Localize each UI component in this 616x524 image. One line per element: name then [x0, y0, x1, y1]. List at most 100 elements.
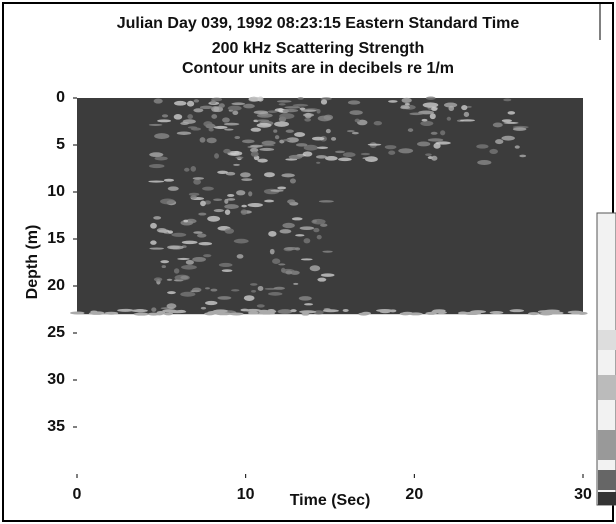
scatter-patch	[198, 242, 213, 246]
scatter-patch	[181, 240, 198, 245]
bottom-patch	[379, 310, 391, 314]
scatter-patch	[313, 227, 320, 233]
scatter-patch	[251, 289, 257, 293]
scatter-patch	[440, 130, 446, 136]
scatter-patch	[231, 289, 240, 292]
scatter-patch	[320, 273, 335, 277]
scatter-patch	[210, 288, 218, 292]
scatter-patch	[225, 171, 236, 176]
scatter-patch	[192, 287, 202, 293]
bottom-patch	[176, 309, 186, 313]
scatter-patch	[177, 257, 190, 260]
scatter-patch	[311, 136, 325, 141]
bottom-patch	[290, 309, 297, 313]
scatter-patch	[427, 138, 444, 142]
scatter-patch	[200, 200, 206, 207]
scatter-patch	[294, 132, 306, 137]
scatter-patch	[284, 246, 299, 251]
scatter-patch	[231, 102, 246, 106]
scatter-patch	[316, 234, 322, 240]
scatter-patch	[274, 121, 290, 127]
scatter-patch	[501, 135, 515, 141]
scatter-patch	[492, 122, 503, 128]
scatter-patch	[234, 135, 241, 140]
scatter-patch	[334, 150, 346, 154]
bottom-patch	[509, 309, 525, 313]
scatter-patch	[176, 131, 192, 135]
scatter-patch	[273, 286, 286, 290]
scatter-patch	[210, 100, 216, 105]
scatter-patch	[211, 114, 218, 119]
scatter-patch	[278, 263, 286, 266]
y-tick-label: 10	[47, 183, 65, 200]
scatter-patch	[373, 120, 382, 126]
scatter-patch	[150, 240, 157, 245]
scatter-patch	[153, 216, 162, 220]
scatter-patch	[459, 119, 476, 122]
scatter-patch	[240, 172, 251, 178]
scatter-patch	[342, 152, 356, 158]
scatter-patch	[297, 97, 304, 100]
scatter-patch	[316, 161, 321, 164]
scatter-patch	[167, 186, 179, 191]
scatter-patch	[309, 265, 321, 272]
scatter-patch	[186, 100, 195, 107]
scatter-patch	[430, 131, 438, 135]
scatter-patch	[224, 228, 235, 234]
scatter-patch	[347, 100, 361, 105]
scatter-patch	[295, 234, 305, 237]
scatter-patch	[236, 190, 246, 196]
scatter-patch	[514, 145, 520, 149]
scatter-patch	[148, 164, 165, 169]
scatter-patch	[240, 209, 248, 215]
scatter-patch	[181, 265, 197, 270]
bottom-patch	[90, 310, 98, 314]
scatter-patch	[422, 102, 439, 108]
scatter-patch	[243, 295, 255, 301]
scatter-patch	[388, 150, 396, 155]
scatter-patch	[192, 177, 205, 180]
scatter-patch	[200, 306, 207, 310]
scatter-patch	[282, 222, 295, 229]
scatter-patch	[256, 119, 270, 122]
scatter-patch	[224, 209, 231, 215]
scatter-patch	[281, 173, 295, 178]
scatter-patch	[302, 151, 313, 157]
bottom-patch	[136, 312, 148, 316]
scatter-patch	[190, 195, 197, 200]
scatter-patch	[193, 231, 203, 234]
scatter-patch	[167, 245, 180, 250]
y-axis-label: Depth (m)	[24, 225, 41, 300]
scatter-patch	[182, 119, 196, 124]
scatter-patch	[214, 125, 228, 129]
scatter-patch	[235, 156, 244, 159]
scatter-patch	[431, 155, 438, 161]
scatter-patch	[289, 178, 296, 184]
scatter-patch	[495, 139, 504, 145]
bottom-patch	[299, 310, 317, 314]
scatter-patch	[282, 138, 290, 142]
scatter-patch	[433, 142, 441, 149]
scatter-patch	[205, 287, 210, 290]
scatter-patch	[349, 110, 363, 115]
scatter-patch	[257, 285, 264, 291]
scatter-patch	[285, 129, 294, 133]
scatter-patch	[316, 146, 329, 150]
bottom-patch	[342, 308, 349, 312]
scatter-patch	[197, 233, 207, 238]
scatter-patch	[192, 256, 206, 262]
scatter-patch	[367, 143, 382, 146]
bottom-patch	[104, 311, 119, 315]
scatter-patch	[331, 136, 337, 141]
scatter-patch	[421, 118, 428, 122]
scatter-patch	[401, 97, 412, 103]
scatter-patch	[226, 198, 236, 201]
scatter-patch	[362, 157, 375, 160]
bottom-patch	[436, 311, 447, 315]
bottom-patch	[204, 312, 216, 316]
scatter-patch	[303, 238, 311, 244]
scatter-patch	[232, 110, 239, 115]
scatter-patch	[431, 106, 438, 111]
scatter-patch	[166, 303, 177, 309]
scatter-patch	[446, 116, 452, 121]
